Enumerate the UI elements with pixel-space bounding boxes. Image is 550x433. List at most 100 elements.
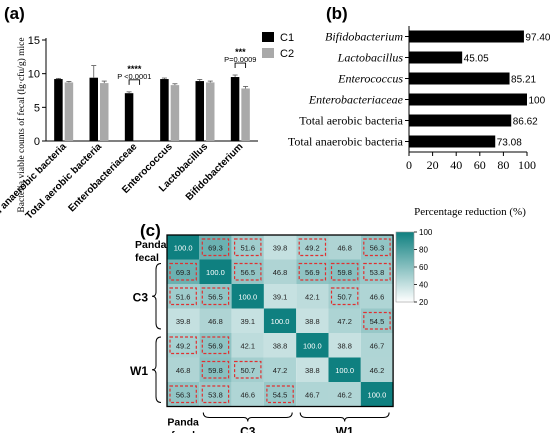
c-highlight-box bbox=[298, 262, 327, 281]
c-cell-value: 46.6 bbox=[240, 390, 255, 399]
b-value-label: 86.62 bbox=[513, 117, 538, 128]
c-cell bbox=[328, 382, 361, 407]
b-category-label: Total aerobic bacteria bbox=[299, 114, 403, 128]
c-highlight-box bbox=[330, 262, 359, 281]
c-cell bbox=[167, 308, 200, 333]
a-bar bbox=[170, 85, 180, 141]
a-ytick-label: 0 bbox=[34, 136, 40, 148]
c-highlight-box bbox=[298, 238, 327, 257]
c-cell-value: 56.9 bbox=[208, 341, 223, 350]
panel-label-c: (c) bbox=[140, 221, 161, 240]
c-highlight-box bbox=[201, 360, 230, 379]
c-cell-value: 46.7 bbox=[305, 390, 320, 399]
c-col-brace bbox=[299, 412, 390, 422]
c-highlight-box bbox=[169, 385, 197, 404]
c-cell-value: 47.2 bbox=[337, 317, 352, 326]
a-ytick-label: 15 bbox=[28, 35, 40, 47]
c-cell bbox=[328, 235, 361, 260]
c-highlight-box bbox=[201, 385, 230, 404]
c-cell-value: 38.8 bbox=[273, 341, 288, 350]
a-axes: 0 5 10 15 bbox=[28, 35, 258, 148]
a-sig-p: P=0.0009 bbox=[224, 55, 256, 64]
c-cell-value: 100.0 bbox=[303, 341, 322, 350]
c-cell bbox=[328, 308, 361, 333]
c-cell-value: 46.2 bbox=[337, 390, 352, 399]
c-cell-value: 69.3 bbox=[208, 243, 223, 252]
c-cell bbox=[296, 308, 329, 333]
c-cell-value: 38.8 bbox=[337, 341, 352, 350]
c-grid-border bbox=[166, 234, 394, 408]
c-cell-value: 46.8 bbox=[273, 268, 288, 277]
c-cell bbox=[328, 333, 361, 358]
c-highlight-box bbox=[169, 287, 197, 306]
c-cell-value: 56.5 bbox=[208, 292, 223, 301]
a-legend-label: C2 bbox=[280, 48, 294, 60]
b-category-label: Bifidobacterium bbox=[325, 30, 403, 44]
panel-label-b: (b) bbox=[326, 4, 348, 23]
c-highlight-box bbox=[330, 287, 359, 306]
c-row-brace bbox=[151, 336, 162, 403]
c-cell-value: 53.8 bbox=[370, 268, 385, 277]
c-colorbar-label: 40 bbox=[419, 281, 428, 290]
a-category-label: Enterobacteriaceae bbox=[66, 141, 139, 214]
c-colorbar-label: 20 bbox=[419, 298, 428, 307]
a-ytick-label: 5 bbox=[34, 102, 40, 114]
c-cell-value: 56.5 bbox=[240, 268, 255, 277]
c-cell-value: 54.5 bbox=[273, 390, 288, 399]
a-sig-bracket bbox=[234, 62, 247, 69]
b-category-label: Lactobacillus bbox=[337, 51, 404, 65]
c-col-label: W1 bbox=[336, 425, 354, 433]
b-xlabel: Percentage reduction (%) bbox=[414, 206, 526, 218]
c-cell bbox=[199, 308, 232, 333]
b-bar bbox=[409, 135, 496, 148]
c-cell-value: 46.7 bbox=[370, 341, 385, 350]
panel-label-a: (a) bbox=[4, 4, 25, 23]
c-highlight-box bbox=[234, 262, 262, 281]
a-bar bbox=[160, 79, 169, 141]
c-cell-value: 39.8 bbox=[273, 243, 288, 252]
a-bars bbox=[54, 65, 250, 141]
a-legend-swatch bbox=[262, 48, 274, 58]
c-cell-value: 51.6 bbox=[176, 292, 191, 301]
c-group-labels: PandafecalC3W1PandafecalC3W1 bbox=[130, 239, 390, 433]
c-cell-value: 39.1 bbox=[240, 317, 255, 326]
c-cell bbox=[296, 284, 329, 309]
c-cell bbox=[231, 308, 264, 333]
c-cell-value: 100.0 bbox=[174, 243, 193, 252]
b-xtick-label: 0 bbox=[406, 158, 412, 172]
c-highlight-box bbox=[363, 311, 391, 330]
c-cell bbox=[263, 259, 297, 284]
b-bars: 97.40 Bifidobacterium 45.05 Lactobacillus 85… bbox=[288, 30, 550, 149]
c-col-label: C3 bbox=[240, 425, 256, 433]
c-cell bbox=[263, 284, 297, 309]
c-cells: 100.0 69.3 51.6 39.8 49.2 46.8 56.3 69.3 100.0 56… bbox=[166, 234, 394, 408]
c-row-label: fecal bbox=[135, 252, 159, 264]
c-cell bbox=[360, 357, 394, 382]
c-cell-value: 56.3 bbox=[370, 243, 385, 252]
c-cell bbox=[231, 333, 264, 358]
c-cell-value: 42.1 bbox=[240, 341, 255, 350]
a-annotations: ****P <0.0001 ***P=0.0009 bbox=[117, 47, 256, 85]
b-xtick-label: 100 bbox=[518, 158, 536, 172]
c-cell bbox=[199, 259, 232, 284]
c-col-brace bbox=[202, 412, 293, 422]
c-cell-value: 39.1 bbox=[273, 292, 288, 301]
c-cell bbox=[231, 284, 264, 309]
b-category-label: Enterococcus bbox=[337, 72, 403, 86]
c-row-label: C3 bbox=[133, 290, 149, 304]
a-sig-stars: *** bbox=[235, 47, 246, 57]
a-bar bbox=[89, 77, 98, 141]
c-cell-value: 54.5 bbox=[370, 317, 385, 326]
c-cell bbox=[360, 333, 394, 358]
c-cell-value: 56.9 bbox=[305, 268, 320, 277]
a-bar bbox=[241, 88, 250, 141]
b-value-label: 45.05 bbox=[464, 54, 489, 65]
b-value-label: 85.21 bbox=[511, 75, 536, 86]
c-cell-value: 100.0 bbox=[206, 268, 225, 277]
c-cell-value: 49.2 bbox=[176, 341, 191, 350]
c-cell-value: 100.0 bbox=[238, 292, 257, 301]
a-sig-stars: **** bbox=[127, 64, 142, 74]
c-cell-value: 50.7 bbox=[240, 366, 255, 375]
